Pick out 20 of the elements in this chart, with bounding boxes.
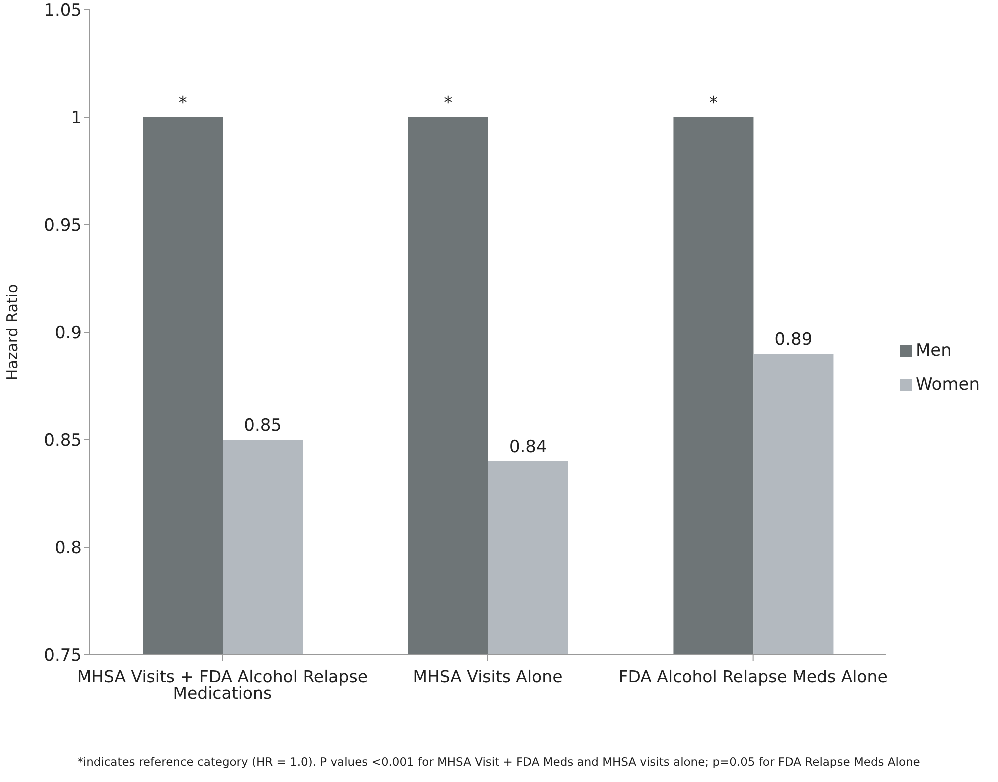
y-tick-label: 0.8 bbox=[54, 538, 82, 559]
y-tick-label: 1 bbox=[71, 108, 82, 129]
data-label: 0.89 bbox=[774, 330, 813, 350]
x-tick-label: MHSA Visits Alone bbox=[413, 668, 563, 687]
data-label: 0.84 bbox=[509, 438, 548, 458]
data-label: * bbox=[709, 94, 718, 114]
y-tick-label: 0.85 bbox=[44, 431, 82, 452]
y-axis-title: Hazard Ratio bbox=[3, 284, 22, 381]
data-label: 0.85 bbox=[244, 416, 282, 436]
y-tick-label: 0.95 bbox=[44, 216, 82, 236]
y-tick-label: 0.9 bbox=[54, 324, 82, 344]
x-tick-label: MHSA Visits + FDA Alcohol Relapse Medications bbox=[77, 668, 368, 704]
data-label: * bbox=[178, 94, 188, 114]
legend-label: Men bbox=[916, 340, 952, 360]
text: *indicates reference category (HR = 1.0). P values <0.001 for MHSA Visit + FDA Meds and MHSA visits alone; p=0.05 for FDA Relapse Meds Alone bbox=[76, 755, 922, 769]
y-tick-label: 0.75 bbox=[44, 646, 82, 666]
y-tick-label: 1.05 bbox=[44, 1, 82, 22]
legend-label: Women bbox=[916, 374, 980, 394]
data-label: * bbox=[444, 94, 453, 114]
x-tick-label: FDA Alcohol Relapse Meds Alone bbox=[618, 668, 888, 687]
